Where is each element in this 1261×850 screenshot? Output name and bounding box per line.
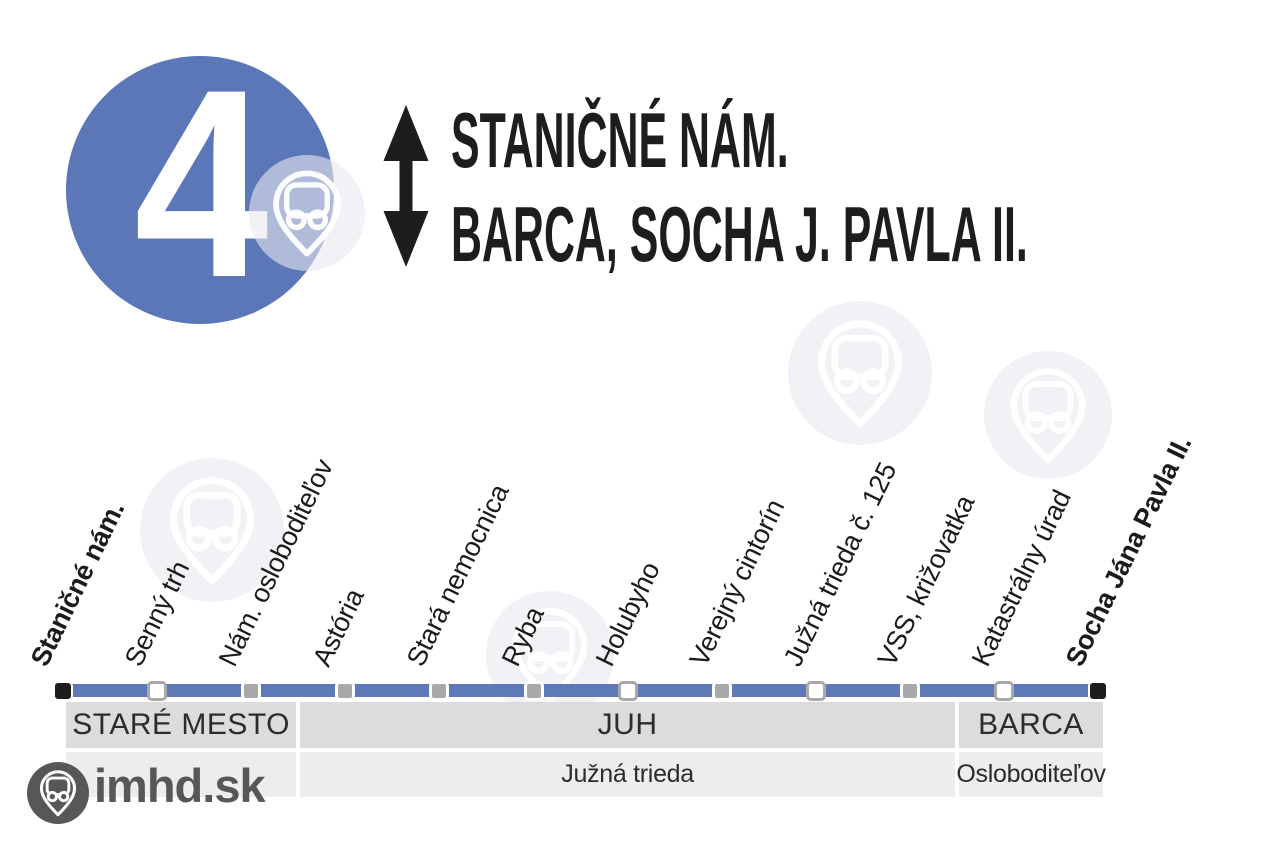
stop-marker: [335, 681, 356, 701]
imhd-watermark-icon: [249, 155, 365, 271]
zone-label: STARÉ MESTO: [72, 708, 290, 741]
stop-marker: [241, 681, 262, 701]
line-number: 4: [134, 33, 269, 333]
stop-marker: [147, 681, 168, 701]
route-terminus-a-title: STANIČNÉ NÁM.: [451, 96, 789, 184]
street-label: Južná trieda: [561, 760, 694, 788]
stop-marker: [711, 681, 732, 701]
stop-label: Astória: [307, 584, 371, 671]
route-terminus-b-title: BARCA, SOCHA J. PAVLA II.: [451, 190, 1028, 278]
imhd-logo-icon: [27, 762, 89, 824]
zone-band: JUH: [300, 702, 955, 748]
stop-marker: [805, 681, 826, 701]
imhd-logo-text: imhd.sk: [94, 759, 266, 812]
stop-label: VSS, križovatka: [871, 490, 981, 671]
imhd-watermark-icon: [788, 301, 932, 445]
stop-marker: [994, 681, 1014, 701]
zone-band: STARÉ MESTO: [66, 702, 297, 748]
zone-label: JUH: [597, 708, 658, 741]
street-band: [66, 752, 297, 797]
stop-marker: [429, 681, 450, 701]
stop-marker: [523, 681, 544, 701]
stop-label: Verejný cintorín: [683, 494, 790, 671]
route-line: [58, 684, 1104, 697]
street-band: Osloboditeľov: [956, 752, 1106, 797]
stop-marker: [899, 681, 920, 701]
zone-label: BARCA: [978, 708, 1084, 741]
imhd-watermark-icon: [984, 351, 1112, 479]
bidirectional-arrow-icon: [383, 105, 429, 267]
imhd-watermark-icon: [140, 458, 284, 602]
stop-marker: [617, 681, 638, 701]
zone-band: BARCA: [958, 702, 1104, 748]
street-band: Južná trieda: [300, 752, 955, 797]
stop-label: Staničné nám.: [24, 496, 131, 671]
stop-marker: [53, 681, 73, 701]
stop-label: Katastrálny úrad: [965, 485, 1077, 671]
street-label: Osloboditeľov: [956, 760, 1106, 788]
stop-marker: [1088, 681, 1109, 701]
